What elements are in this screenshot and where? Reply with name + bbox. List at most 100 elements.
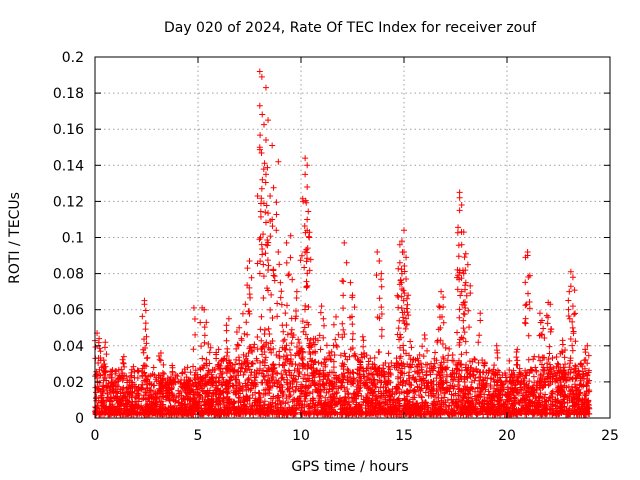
data-point — [408, 344, 415, 351]
data-point — [262, 179, 269, 186]
data-point — [201, 332, 208, 339]
data-point — [373, 272, 380, 279]
data-point — [224, 390, 231, 397]
data-point — [261, 326, 268, 333]
data-point — [537, 331, 544, 338]
data-point — [572, 310, 579, 317]
data-point — [191, 316, 198, 323]
data-point — [326, 349, 333, 356]
data-point — [337, 352, 344, 359]
data-point — [244, 331, 251, 338]
y-tick-label: 0.14 — [53, 158, 84, 174]
data-point — [569, 347, 576, 354]
data-point — [304, 216, 311, 223]
data-point — [305, 208, 312, 215]
data-point — [320, 315, 327, 322]
data-point — [585, 352, 592, 359]
data-point — [285, 272, 292, 279]
data-point — [455, 224, 462, 231]
data-point — [331, 351, 338, 358]
data-point — [544, 320, 551, 327]
data-point — [246, 291, 253, 298]
data-point — [333, 342, 340, 349]
x-tick-label: 25 — [601, 428, 619, 444]
y-tick-label: 0 — [75, 411, 84, 427]
data-point — [339, 320, 346, 327]
data-point — [522, 320, 529, 327]
data-point — [273, 377, 280, 384]
data-point — [283, 239, 290, 246]
data-point — [332, 336, 339, 343]
data-point — [569, 342, 576, 349]
x-tick-label: 15 — [395, 428, 413, 444]
data-point — [544, 360, 551, 367]
data-point — [396, 259, 403, 266]
data-point — [467, 282, 474, 289]
data-point — [120, 353, 127, 360]
data-point — [334, 343, 341, 350]
data-point — [513, 349, 520, 356]
y-tick-label: 0.06 — [53, 303, 84, 319]
data-point — [440, 294, 447, 301]
data-point — [456, 194, 463, 201]
y-tick-label: 0.08 — [53, 267, 84, 283]
data-point — [567, 283, 574, 290]
data-point — [284, 331, 291, 338]
data-point — [279, 322, 286, 329]
data-point — [553, 363, 560, 370]
data-point — [262, 219, 269, 226]
data-point — [300, 375, 307, 382]
data-point — [533, 367, 540, 374]
data-point — [288, 340, 295, 347]
data-point — [466, 324, 473, 331]
data-point — [280, 338, 287, 345]
data-point — [266, 330, 273, 337]
data-point — [280, 328, 287, 335]
data-point — [287, 254, 294, 261]
data-point — [464, 261, 471, 268]
data-point — [456, 207, 463, 214]
data-point — [526, 305, 533, 312]
data-point — [402, 325, 409, 332]
data-point — [461, 254, 468, 261]
data-point — [286, 271, 293, 278]
data-point — [199, 355, 206, 362]
data-point — [97, 348, 104, 355]
data-point — [100, 371, 107, 378]
data-point — [205, 393, 212, 400]
data-point — [274, 300, 281, 307]
data-point — [150, 364, 157, 371]
data-point — [421, 335, 428, 342]
data-point — [258, 337, 265, 344]
data-point — [406, 352, 413, 359]
data-point — [438, 288, 445, 295]
data-point — [475, 359, 482, 366]
data-point — [394, 292, 401, 299]
data-point — [233, 356, 240, 363]
data-point — [401, 262, 408, 269]
data-point — [340, 326, 347, 333]
data-point — [535, 353, 542, 360]
data-point — [305, 303, 312, 310]
data-point — [201, 324, 208, 331]
data-point — [296, 340, 303, 347]
data-point — [491, 362, 498, 369]
data-point — [282, 310, 289, 317]
data-point — [401, 248, 407, 255]
data-point — [98, 364, 105, 371]
data-point — [569, 303, 576, 310]
data-point — [307, 336, 314, 343]
data-point — [301, 264, 308, 271]
data-point — [244, 265, 251, 272]
data-point — [258, 149, 265, 156]
data-point — [371, 354, 378, 361]
data-point — [190, 304, 197, 311]
data-point — [400, 287, 407, 294]
data-point — [225, 315, 232, 322]
data-point — [344, 366, 351, 373]
data-point — [278, 301, 285, 308]
y-tick-label: 0.1 — [62, 231, 84, 247]
data-point — [454, 329, 461, 336]
data-point — [277, 279, 284, 286]
data-point — [325, 388, 332, 395]
